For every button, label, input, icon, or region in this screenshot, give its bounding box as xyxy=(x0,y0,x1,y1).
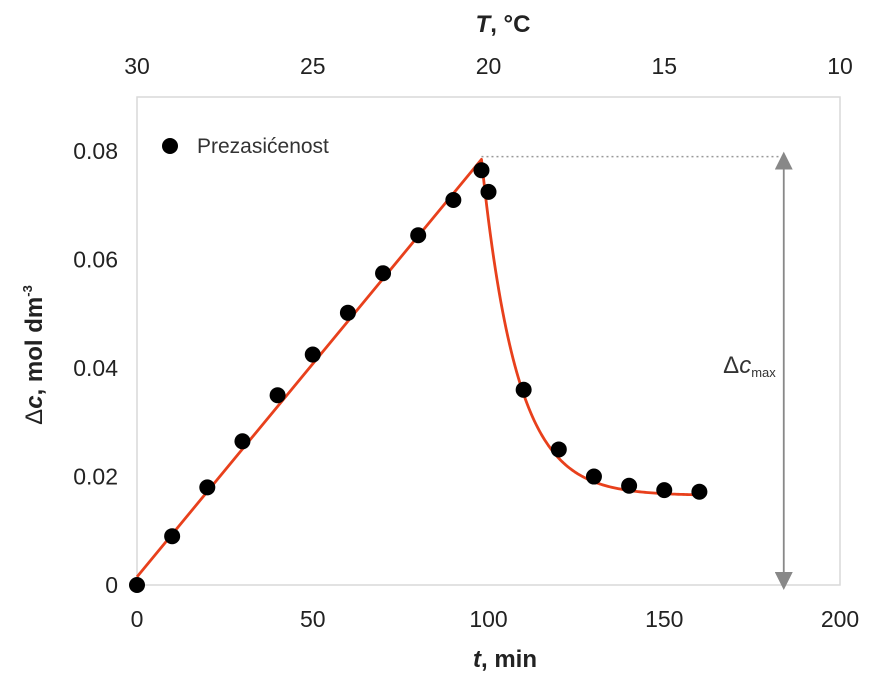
data-point xyxy=(164,528,181,545)
y-axis-ticks: 0 0.02 0.04 0.06 0.08 xyxy=(73,138,118,598)
data-point xyxy=(473,162,490,179)
data-point xyxy=(199,479,216,496)
x-top-tick-label: 30 xyxy=(124,53,150,79)
delta-c-max-var: c xyxy=(739,352,751,379)
x-tick-label: 0 xyxy=(131,606,144,632)
x-top-tick-label: 20 xyxy=(476,53,502,79)
data-point xyxy=(585,468,602,485)
data-point xyxy=(515,381,532,398)
x-top-axis-ticks: 30 25 20 15 10 xyxy=(124,53,853,79)
legend: Prezasićenost xyxy=(162,135,329,158)
x-axis-ticks: 0 50 100 150 200 xyxy=(131,606,860,632)
y-tick-label: 0.04 xyxy=(73,355,118,381)
delta-c-max-annotation: Δcmax xyxy=(481,151,793,590)
delta-c-max-sub: max xyxy=(751,365,776,380)
y-tick-label: 0 xyxy=(105,572,118,598)
data-point xyxy=(410,227,427,244)
data-points xyxy=(129,162,708,593)
data-point xyxy=(375,265,392,282)
data-point xyxy=(550,441,567,458)
x-axis-title: t, min xyxy=(473,646,537,673)
x-tick-label: 200 xyxy=(821,606,859,632)
x-top-tick-label: 25 xyxy=(300,53,326,79)
data-point xyxy=(339,304,356,321)
data-point xyxy=(621,477,638,494)
x-top-axis-title: T, °C xyxy=(476,11,531,38)
y-axis-title: Δc, mol dm-3 xyxy=(20,285,48,425)
y-tick-label: 0.02 xyxy=(73,464,118,490)
y-axis-title-sup: -3 xyxy=(20,285,35,297)
data-point xyxy=(480,183,497,200)
x-tick-label: 150 xyxy=(645,606,683,632)
delta-c-max-prefix: Δ xyxy=(723,352,739,379)
x-tick-label: 100 xyxy=(469,606,507,632)
y-axis-title-prefix: Δ xyxy=(21,409,48,425)
y-tick-label: 0.08 xyxy=(73,138,118,164)
x-top-tick-label: 10 xyxy=(827,53,853,79)
delta-c-max-label: Δcmax xyxy=(723,352,776,380)
data-point xyxy=(304,346,321,363)
data-point xyxy=(445,192,462,209)
data-point xyxy=(129,577,145,593)
plot-frame xyxy=(136,96,841,586)
data-point xyxy=(656,482,673,499)
y-tick-label: 0.06 xyxy=(73,247,118,273)
x-axis-title-unit: , min xyxy=(481,646,537,673)
x-top-tick-label: 15 xyxy=(651,53,677,79)
x-axis-title-var: t xyxy=(473,646,482,673)
x-tick-label: 50 xyxy=(300,606,326,632)
data-point xyxy=(234,433,251,450)
legend-label: Prezasićenost xyxy=(197,135,329,158)
y-axis-title-unit: , mol dm xyxy=(21,297,48,396)
x-top-axis-title-unit: , °C xyxy=(490,11,530,38)
fit-line xyxy=(135,157,700,578)
x-top-axis-title-var: T xyxy=(476,11,493,38)
y-axis-title-var: c xyxy=(21,395,48,408)
data-point xyxy=(269,387,286,404)
data-point xyxy=(691,483,708,500)
legend-marker xyxy=(162,138,178,154)
